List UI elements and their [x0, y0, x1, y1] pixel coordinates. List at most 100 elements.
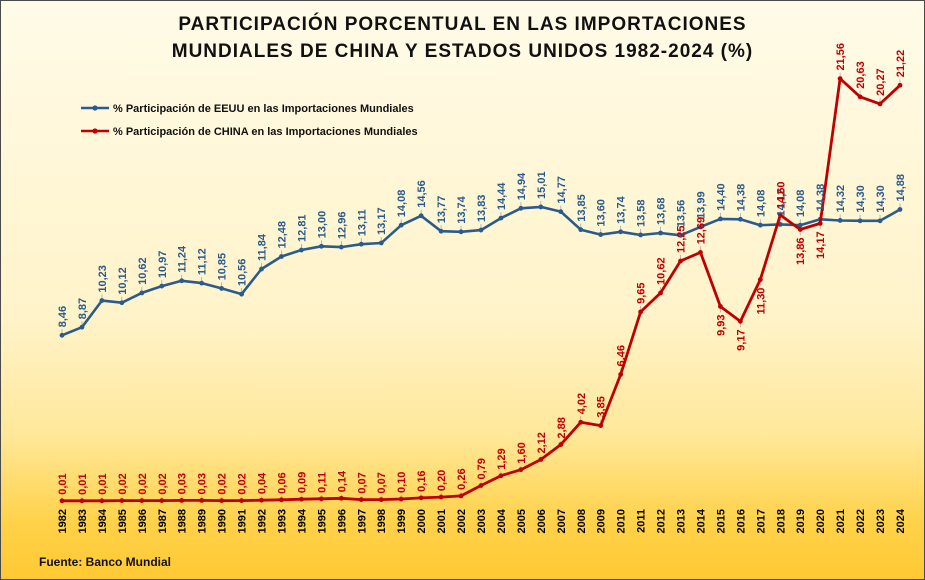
data-point-eeuu-1998: [378, 240, 384, 246]
chart-title-line-1: PARTICIPACIÓN PORCENTUAL EN LAS IMPORTAC…: [178, 14, 747, 35]
data-label-eeuu-2021: 14,32: [835, 185, 847, 213]
data-label-china-2000: 0,16: [416, 470, 428, 491]
x-tick-label-2010: 2010: [616, 509, 628, 533]
data-point-china-2008: [578, 419, 584, 425]
data-label-china-2016: 9,17: [735, 329, 747, 350]
x-tick-label-1989: 1989: [197, 509, 209, 533]
data-point-china-1998: [378, 497, 384, 503]
data-label-china-1998: 0,07: [376, 472, 388, 493]
data-label-china-2001: 0,20: [436, 470, 448, 491]
data-label-china-2002: 0,26: [456, 468, 468, 489]
data-label-eeuu-1989: 11,12: [197, 248, 209, 275]
data-point-eeuu-2022: [857, 218, 863, 224]
x-tick-label-2006: 2006: [536, 509, 548, 533]
data-label-eeuu-1996: 12,96: [336, 212, 348, 240]
x-tick-label-2005: 2005: [516, 509, 528, 533]
data-point-china-2019: [797, 227, 803, 232]
data-point-china-1995: [318, 496, 324, 502]
x-tick-label-2022: 2022: [855, 509, 867, 533]
data-label-china-1996: 0,14: [336, 470, 348, 492]
data-point-eeuu-1995: [318, 243, 324, 249]
data-label-china-1986: 0,02: [137, 473, 149, 494]
data-point-china-2022: [857, 94, 863, 100]
data-label-china-1988: 0,03: [177, 473, 189, 494]
data-point-eeuu-1986: [139, 290, 145, 296]
x-tick-label-1990: 1990: [217, 509, 229, 533]
data-label-china-2017: 11,30: [755, 288, 767, 315]
x-tick-label-2023: 2023: [875, 509, 887, 533]
data-label-china-2020: 14,17: [815, 231, 827, 259]
x-tick-label-2020: 2020: [815, 509, 827, 533]
data-label-eeuu-2007: 14,77: [556, 176, 568, 204]
x-tick-label-2021: 2021: [835, 509, 847, 533]
data-label-eeuu-2000: 14,56: [416, 180, 428, 208]
x-tick-label-1994: 1994: [296, 508, 308, 533]
data-point-china-2005: [518, 467, 524, 473]
data-label-eeuu-1991: 10,56: [237, 259, 249, 287]
data-label-eeuu-2004: 14,44: [496, 182, 508, 210]
x-tick-label-1983: 1983: [77, 509, 89, 533]
data-label-china-2007: 2,88: [556, 417, 568, 438]
data-label-china-1983: 0,01: [77, 473, 89, 494]
x-tick-label-2003: 2003: [476, 509, 488, 533]
data-point-china-2018: [777, 212, 783, 218]
data-label-china-1995: 0,11: [316, 472, 328, 493]
data-label-china-2021: 21,56: [835, 43, 847, 71]
data-label-china-1992: 0,04: [257, 472, 269, 494]
data-label-eeuu-2019: 14,08: [795, 190, 807, 218]
data-point-china-2021: [837, 76, 843, 82]
data-label-china-2006: 2,12: [536, 432, 548, 453]
data-point-china-2000: [418, 495, 424, 501]
legend-label-china: % Participación de CHINA en las Importac…: [113, 126, 418, 138]
x-tick-label-1999: 1999: [396, 509, 408, 533]
data-point-eeuu-2000: [418, 213, 424, 219]
data-label-china-1987: 0,02: [157, 473, 169, 494]
x-tick-label-1995: 1995: [316, 509, 328, 533]
data-label-china-2023: 20,27: [875, 68, 887, 96]
x-tick-label-2007: 2007: [556, 509, 568, 533]
x-tick-label-1991: 1991: [237, 509, 249, 533]
data-point-china-1990: [219, 498, 225, 504]
data-label-china-2014: 12,69: [695, 217, 707, 245]
data-label-china-2005: 1,60: [516, 442, 528, 463]
data-point-china-2015: [718, 304, 723, 309]
data-point-eeuu-1999: [398, 222, 404, 228]
data-point-eeuu-1990: [219, 286, 225, 291]
data-point-china-2024: [897, 82, 903, 88]
data-point-eeuu-1992: [259, 266, 264, 272]
data-label-eeuu-1984: 10,23: [97, 265, 109, 293]
data-point-eeuu-2004: [498, 215, 504, 221]
data-label-china-1989: 0,03: [197, 473, 209, 494]
data-point-china-1997: [358, 497, 364, 503]
data-point-china-2020: [817, 220, 823, 226]
data-point-china-2011: [638, 309, 644, 315]
data-label-china-2012: 10,62: [656, 257, 668, 285]
data-point-china-2010: [618, 372, 624, 377]
data-label-eeuu-1995: 13,00: [316, 211, 328, 239]
data-point-china-1989: [199, 498, 205, 503]
data-label-eeuu-1994: 12,81: [296, 214, 308, 242]
data-label-china-2003: 0,79: [476, 458, 488, 479]
data-label-china-2010: 6,46: [616, 345, 628, 366]
data-label-eeuu-1982: 8,46: [57, 306, 69, 327]
x-tick-label-1984: 1984: [97, 508, 109, 533]
x-tick-label-1992: 1992: [257, 509, 269, 533]
data-point-china-2007: [558, 442, 564, 447]
data-label-eeuu-2013: 13,56: [676, 200, 688, 228]
data-point-china-1988: [179, 498, 185, 503]
x-tick-label-2009: 2009: [596, 509, 608, 533]
data-point-china-2001: [438, 494, 444, 500]
data-label-eeuu-2017: 14,08: [755, 190, 767, 218]
data-point-eeuu-1984: [99, 298, 105, 303]
x-tick-label-2011: 2011: [636, 509, 648, 533]
data-point-china-1994: [299, 496, 304, 502]
data-point-eeuu-2002: [458, 229, 464, 235]
x-tick-label-2004: 2004: [496, 508, 508, 533]
data-point-eeuu-1996: [338, 244, 344, 250]
data-point-eeuu-1985: [119, 300, 125, 306]
data-label-china-2022: 20,63: [855, 61, 867, 89]
x-tick-label-1997: 1997: [356, 509, 368, 533]
data-point-china-1992: [259, 497, 264, 503]
data-label-china-1990: 0,02: [217, 473, 229, 494]
data-point-eeuu-1983: [79, 324, 85, 330]
